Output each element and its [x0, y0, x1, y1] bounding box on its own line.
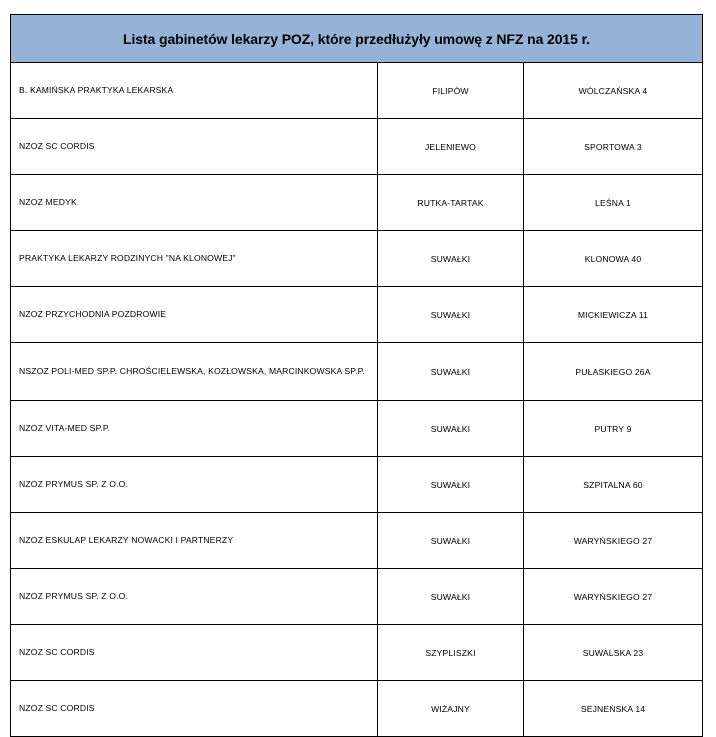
table-row: NZOZ SC CORDIS WIŻAJNY SEJNEŃSKA 14: [10, 680, 703, 737]
cell-city: SUWAŁKI: [377, 512, 524, 569]
table-row: NZOZ SC CORDIS JELENIEWO SPORTOWA 3: [10, 118, 703, 175]
cell-address: WARYŃSKIEGO 27: [523, 568, 703, 625]
cell-address: SUWALSKA 23: [523, 624, 703, 681]
cell-facility-name: NZOZ VITA-MED SP.P.: [10, 400, 378, 457]
cell-facility-name: NZOZ PRYMUS SP. Z O.O.: [10, 456, 378, 513]
cell-facility-name: NZOZ SC CORDIS: [10, 624, 378, 681]
cell-city: SUWAŁKI: [377, 342, 524, 401]
cell-city: SUWAŁKI: [377, 230, 524, 287]
table-row: NZOZ ESKULAP LEKARZY NOWACKI I PARTNERZY…: [10, 512, 703, 569]
cell-city: WIŻAJNY: [377, 680, 524, 737]
table-row: NZOZ PRYMUS SP. Z O.O. SUWAŁKI SZPITALNA 6…: [10, 456, 703, 513]
table-title-row: Lista gabinetów lekarzy POZ, które przed…: [10, 14, 703, 63]
cell-city: SUWAŁKI: [377, 286, 524, 343]
cell-facility-name: B. KAMIŃSKA PRAKTYKA LEKARSKA: [10, 62, 378, 119]
cell-address: SPORTOWA 3: [523, 118, 703, 175]
cell-address: LEŚNA 1: [523, 174, 703, 231]
cell-city: SUWAŁKI: [377, 568, 524, 625]
poz-clinics-table: Lista gabinetów lekarzy POZ, które przed…: [10, 14, 703, 737]
cell-facility-name: NZOZ MEDYK: [10, 174, 378, 231]
table-row: B. KAMIŃSKA PRAKTYKA LEKARSKA FILIPÓW WÓLC…: [10, 62, 703, 119]
cell-facility-name: PRAKTYKA LEKARZY RODZINYCH "NA KLONOWEJ": [10, 230, 378, 287]
cell-facility-name: NSZOZ POLI-MED SP.P. CHROŚCIELEWSKA, KOZ…: [10, 342, 378, 401]
cell-city: RUTKA-TARTAK: [377, 174, 524, 231]
table-row: NZOZ VITA-MED SP.P. SUWAŁKI PUTRY 9: [10, 400, 703, 457]
cell-city: SUWAŁKI: [377, 400, 524, 457]
cell-address: WARYŃSKIEGO 27: [523, 512, 703, 569]
cell-facility-name: NZOZ SC CORDIS: [10, 680, 378, 737]
page-title: Lista gabinetów lekarzy POZ, które przed…: [10, 14, 703, 63]
table-row: NZOZ MEDYK RUTKA-TARTAK LEŚNA 1: [10, 174, 703, 231]
cell-address: PUŁASKIEGO 26A: [523, 342, 703, 401]
cell-address: SEJNEŃSKA 14: [523, 680, 703, 737]
table-row: PRAKTYKA LEKARZY RODZINYCH "NA KLONOWEJ"…: [10, 230, 703, 287]
cell-address: WÓLCZAŃSKA 4: [523, 62, 703, 119]
cell-address: SZPITALNA 60: [523, 456, 703, 513]
table-row: NSZOZ POLI-MED SP.P. CHROŚCIELEWSKA, KOZ…: [10, 342, 703, 401]
cell-facility-name: NZOZ SC CORDIS: [10, 118, 378, 175]
cell-address: KLONOWA 40: [523, 230, 703, 287]
table-row: NZOZ PRYMUS SP. Z O.O. SUWAŁKI WARYŃSKIEGO…: [10, 568, 703, 625]
cell-city: SZYPLISZKI: [377, 624, 524, 681]
table-row: NZOZ PRZYCHODNIA POZDROWIE SUWAŁKI MICKIEW…: [10, 286, 703, 343]
table-row: NZOZ SC CORDIS SZYPLISZKI SUWALSKA 23: [10, 624, 703, 681]
cell-city: JELENIEWO: [377, 118, 524, 175]
cell-facility-name: NZOZ PRYMUS SP. Z O.O.: [10, 568, 378, 625]
cell-facility-name: NZOZ PRZYCHODNIA POZDROWIE: [10, 286, 378, 343]
cell-address: MICKIEWICZA 11: [523, 286, 703, 343]
document-page: Lista gabinetów lekarzy POZ, które przed…: [10, 14, 703, 737]
cell-address: PUTRY 9: [523, 400, 703, 457]
table-body: B. KAMIŃSKA PRAKTYKA LEKARSKA FILIPÓW WÓLC…: [10, 62, 703, 737]
cell-city: FILIPÓW: [377, 62, 524, 119]
cell-facility-name: NZOZ ESKULAP LEKARZY NOWACKI I PARTNERZY: [10, 512, 378, 569]
table-container: Lista gabinetów lekarzy POZ, które przed…: [10, 14, 703, 737]
cell-city: SUWAŁKI: [377, 456, 524, 513]
